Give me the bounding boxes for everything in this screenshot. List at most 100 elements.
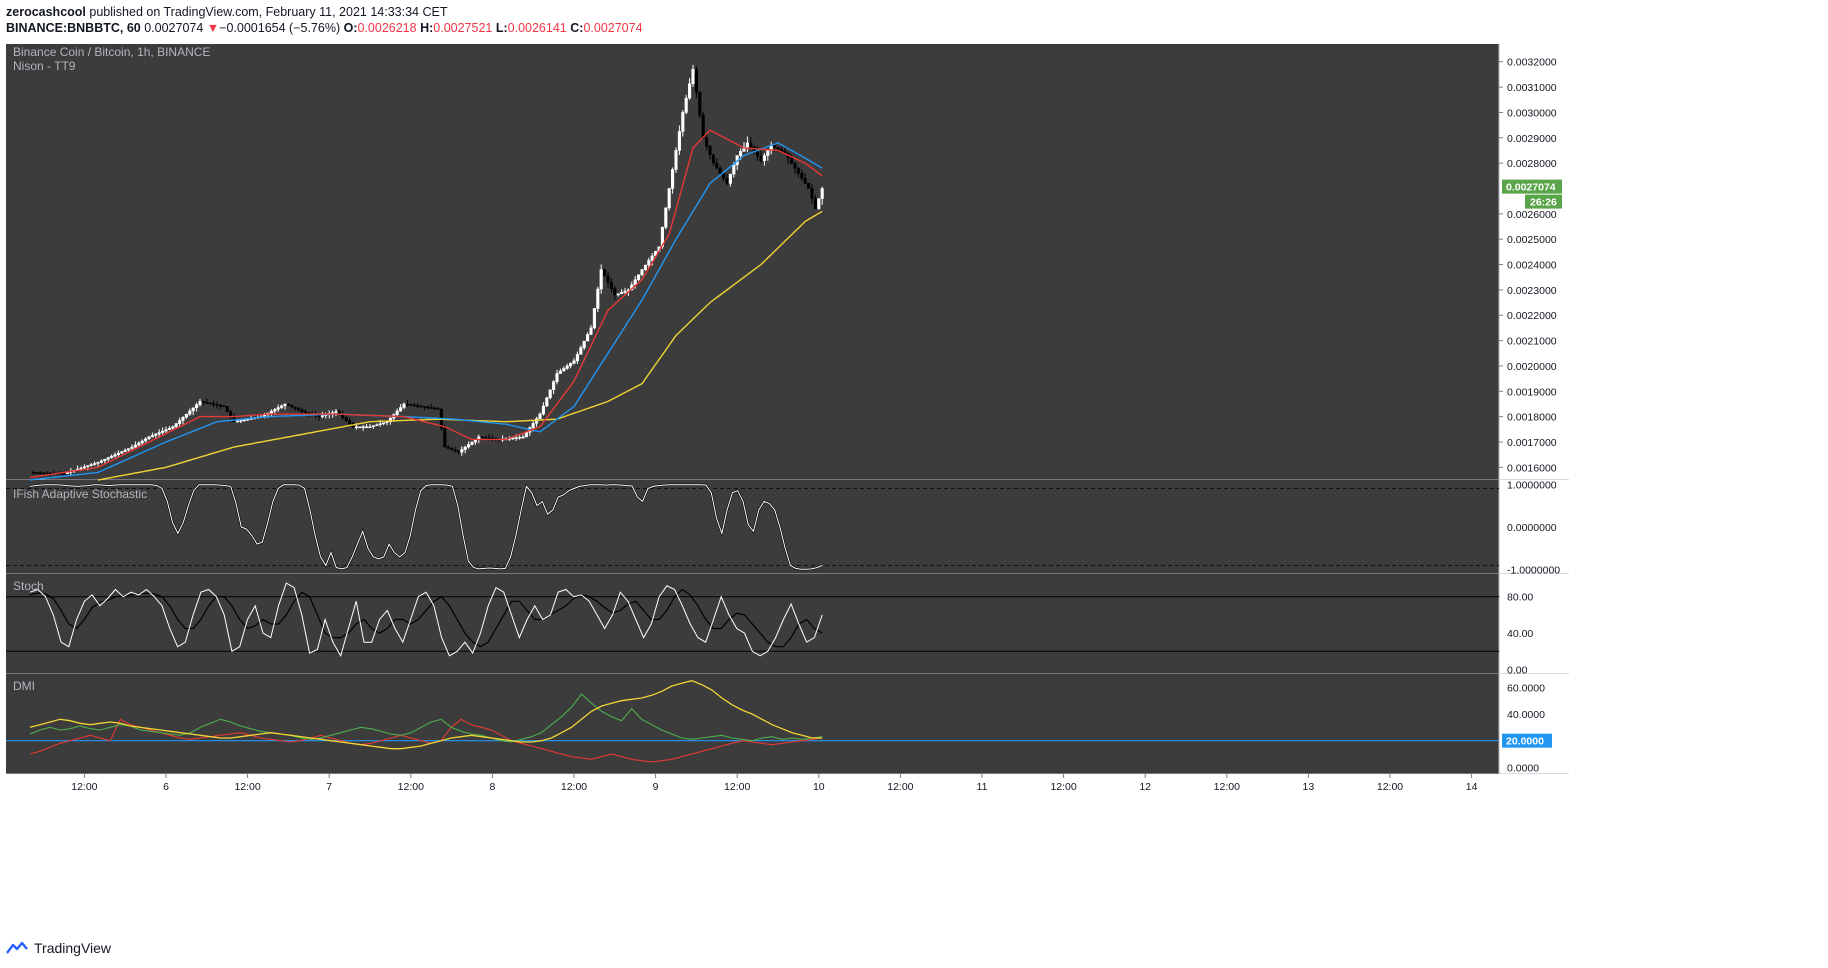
candle-body [759, 155, 763, 161]
last-price-label: 0.0027074 [1506, 182, 1556, 194]
price-tick-label: 0.0016000 [1507, 462, 1557, 474]
candle-body [181, 417, 185, 421]
candle-body [453, 449, 457, 452]
time-tick-label: 6 [163, 781, 169, 793]
candle-body [171, 426, 175, 429]
candle-body [426, 406, 430, 409]
price-tick-label: 0.0020000 [1507, 361, 1557, 373]
time-tick-label: 12:00 [398, 781, 424, 793]
candle-body [514, 437, 518, 439]
candle-body [745, 142, 749, 148]
price-tick-label: 0.0023000 [1507, 285, 1557, 297]
candle-body [334, 411, 338, 413]
candle-body [739, 151, 743, 156]
time-tick-label: 12:00 [71, 781, 97, 793]
dmi-plus-line [29, 693, 823, 743]
candle-body [144, 438, 148, 442]
dmi-tick-label: 0.0000 [1507, 762, 1539, 774]
dmi-adx-line [29, 680, 823, 750]
candle-body [113, 454, 117, 457]
candle-body [232, 416, 236, 422]
candle-body [463, 446, 467, 450]
candle-body [416, 405, 420, 407]
price-tick-label: 0.0018000 [1507, 412, 1557, 424]
candle-body [290, 405, 294, 408]
countdown-badge [1525, 194, 1562, 209]
candle-body [586, 334, 590, 342]
candle-body [239, 420, 243, 422]
candle-body [548, 389, 552, 399]
candle-body [667, 188, 671, 209]
publisher-name[interactable]: zerocashcool [6, 5, 86, 19]
candle-body [293, 406, 297, 409]
candle-body [484, 437, 488, 439]
candle-body [42, 472, 46, 475]
candle-body [79, 467, 83, 470]
published-text: published on TradingView.com, February 1… [89, 5, 448, 19]
candle-body [725, 178, 729, 184]
candle-body [429, 407, 433, 409]
candle-body [470, 441, 474, 445]
indicator-label: Nison - TT9 [13, 59, 76, 73]
chart-area[interactable]: Binance Coin / Bitcoin, 1h, BINANCE Nison… [0, 44, 1828, 932]
candle-body [728, 173, 732, 184]
candle-body [698, 91, 702, 116]
candle-body [276, 407, 280, 410]
candle-body [82, 466, 86, 469]
footer-brand[interactable]: TradingView [6, 940, 111, 956]
high-label: H: [420, 21, 434, 35]
candle-body [212, 403, 216, 405]
candle-body [154, 433, 158, 436]
candle-body [450, 448, 454, 450]
price-tick-label: 0.0028000 [1507, 158, 1557, 170]
chart-title: Binance Coin / Bitcoin, 1h, BINANCE [13, 45, 210, 59]
candle-body [671, 169, 675, 189]
candle-body [599, 269, 603, 290]
ifish-tick-label: -1.0000000 [1507, 565, 1560, 577]
candle-body [793, 162, 797, 169]
chart-svg[interactable]: Binance Coin / Bitcoin, 1h, BINANCENison… [0, 44, 1828, 932]
candle-body [480, 436, 484, 439]
candle-body [592, 308, 596, 329]
candle-body [684, 97, 688, 113]
candle-body [402, 403, 406, 408]
pane-bg-1 [6, 44, 1499, 480]
candle-body [225, 406, 229, 412]
chart-header: zerocashcool published on TradingView.co… [6, 4, 643, 36]
candle-body [603, 269, 607, 277]
candle-body [545, 397, 549, 407]
candle-body [405, 403, 409, 406]
time-tick-label: 8 [489, 781, 495, 793]
candle-body [208, 402, 212, 405]
candle-body [354, 426, 358, 429]
candle-body [341, 414, 345, 418]
candle-body [388, 417, 392, 422]
candle-body [518, 437, 522, 439]
candle-body [817, 198, 821, 210]
candle-body [412, 404, 416, 407]
symbol-label: BINANCE:BNBBTC, 60 [6, 21, 141, 35]
candle-body [191, 407, 195, 412]
candle-body [358, 426, 362, 429]
dmi-title: DMI [13, 679, 35, 693]
candle-body [395, 410, 399, 415]
candle-body [385, 421, 389, 423]
candle-body [99, 460, 103, 463]
pane-bg-2 [6, 480, 1499, 574]
time-tick-label: 12:00 [1377, 781, 1403, 793]
candle-body [106, 457, 110, 460]
price-tick-label: 0.0017000 [1507, 437, 1557, 449]
candle-body [433, 407, 437, 410]
last-price-badge [1502, 179, 1562, 194]
candle-body [800, 173, 804, 179]
candle-body [215, 404, 219, 406]
candle-body [640, 269, 644, 275]
time-tick-label: 12:00 [724, 781, 750, 793]
price-axis-bg-4 [1499, 674, 1569, 774]
candle-body [596, 288, 600, 309]
low-label: L: [495, 21, 508, 35]
candle-body [756, 151, 760, 157]
price-axis-bg-3 [1499, 574, 1569, 674]
candle-body [195, 404, 199, 409]
candle-body [269, 410, 273, 414]
